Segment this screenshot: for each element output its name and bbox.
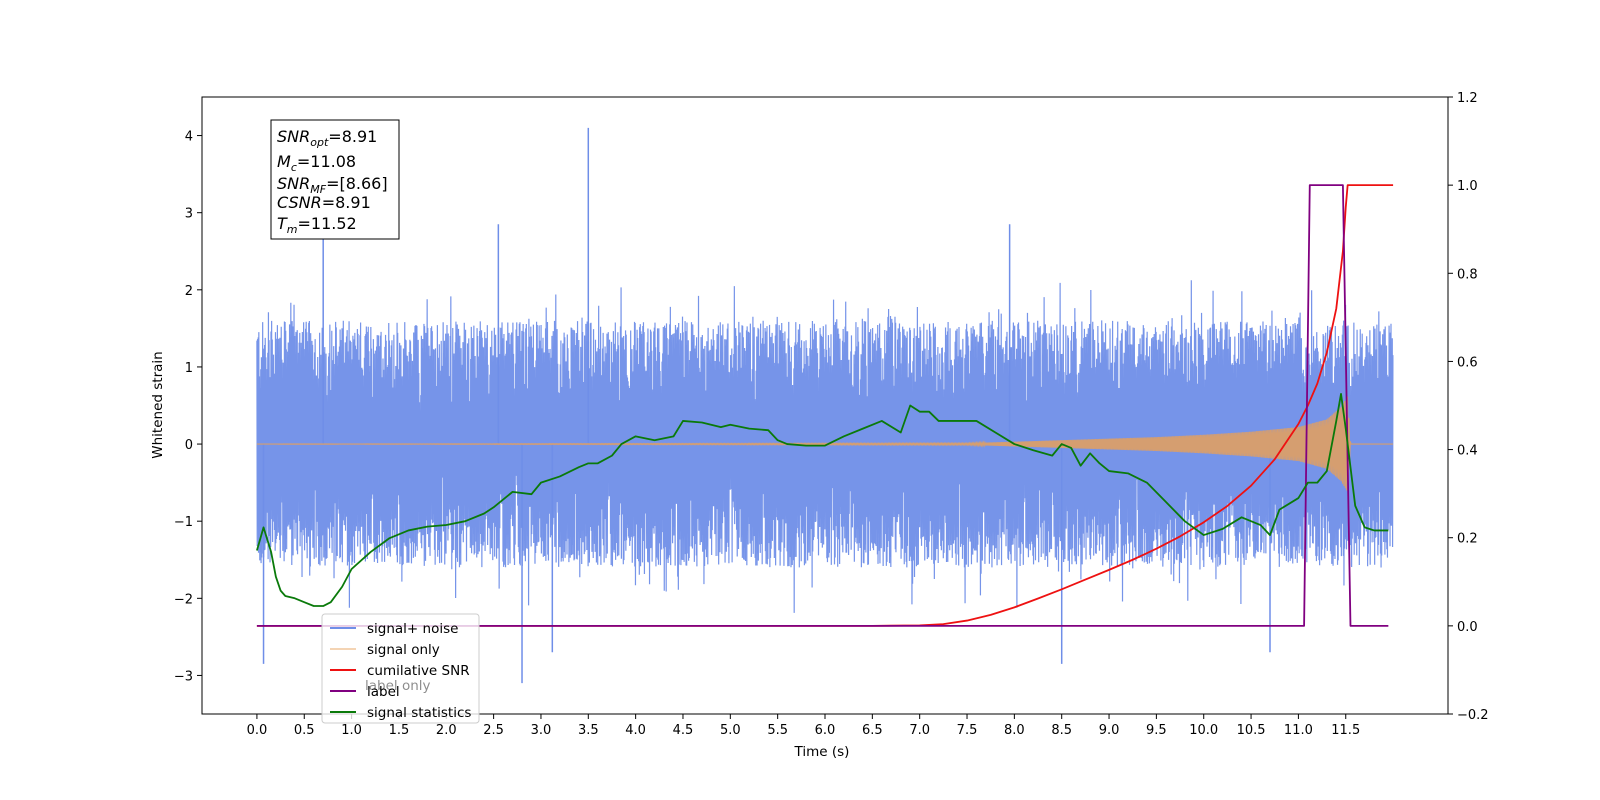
signal-statistics-line (256, 393, 1389, 607)
x-tick-label: 5.5 (767, 723, 788, 738)
x-tick-label: 8.5 (1051, 723, 1072, 738)
annotation-frame (270, 119, 400, 240)
y-left-tick-label: 1 (185, 361, 193, 376)
x-tick-label: 1.0 (341, 723, 362, 738)
y-left-tick-label: −2 (174, 592, 193, 607)
x-tick-label: 1.5 (389, 723, 410, 738)
legend-label-signal-noise: signal+ noise (367, 621, 458, 637)
legend-label-cumulative-snr: cumilative SNR (367, 663, 470, 679)
y-right-tick-label: 0.8 (1457, 267, 1478, 282)
y-right-tick-label: 0.4 (1457, 444, 1478, 459)
y-right-tick-label: 0.6 (1457, 355, 1478, 370)
y-right-tick-label: 1.2 (1457, 91, 1478, 106)
x-tick-label: 4.5 (673, 723, 694, 738)
label-line (256, 184, 1389, 627)
y-left-tick-label: −1 (174, 515, 193, 530)
x-tick-label: 2.0 (436, 723, 457, 738)
y-axis-right: −0.2 0.0 0.2 0.4 0.6 0.8 1.0 1.2 (1448, 91, 1489, 723)
annotation-mc: Mc=11.08 (277, 152, 356, 174)
x-tick-label: 10.5 (1237, 723, 1266, 738)
series-label (256, 184, 1389, 627)
x-tick-label: 5.0 (720, 723, 741, 738)
x-tick-label: 3.5 (578, 723, 599, 738)
x-tick-label: 7.5 (957, 723, 978, 738)
legend-label-label: label (367, 684, 400, 700)
annotation-csnr: CSNR=8.91 (277, 193, 371, 212)
annotation-tm: Tm=11.52 (277, 214, 357, 236)
x-tick-label: 11.5 (1331, 723, 1360, 738)
y-left-tick-label: 4 (185, 130, 193, 145)
y-right-tick-label: 0.0 (1457, 620, 1478, 635)
legend: label only signal+ noise signal only cumil… (321, 613, 480, 724)
x-axis-label: Time (s) (794, 744, 850, 760)
annotation-box: SNRopt=8.91 Mc=11.08 SNRMF=[8.66] CSNR=8… (270, 119, 400, 240)
x-tick-label: 6.5 (862, 723, 883, 738)
y-left-tick-label: 0 (185, 438, 193, 453)
x-tick-label: 6.0 (815, 723, 836, 738)
legend-label-signal-statistics: signal statistics (367, 705, 471, 721)
legend-hidden-text: label only (365, 678, 431, 694)
y-axis-label: Whitened strain (150, 351, 166, 458)
x-tick-label: 8.0 (1004, 723, 1025, 738)
x-tick-label: 10.0 (1189, 723, 1218, 738)
signal-only-trace (256, 396, 1394, 491)
x-tick-label: 4.0 (625, 723, 646, 738)
x-tick-label: 11.0 (1284, 723, 1313, 738)
y-left-tick-label: 3 (185, 207, 193, 222)
annotation-snr-mf: SNRMF=[8.66] (277, 174, 388, 196)
series-signal-only (256, 396, 1394, 491)
signal-noise-trace (256, 280, 1394, 613)
x-tick-label: 9.5 (1146, 723, 1167, 738)
x-tick-label: 2.5 (483, 723, 504, 738)
legend-frame (321, 613, 480, 724)
cumulative-snr-line (256, 184, 1394, 627)
series-cumulative-snr (256, 184, 1394, 627)
legend-label-signal-only: signal only (367, 642, 440, 658)
x-tick-label: 0.5 (294, 723, 315, 738)
x-tick-label: 0.0 (247, 723, 268, 738)
x-tick-label: 7.0 (909, 723, 930, 738)
y-left-tick-label: 2 (185, 284, 193, 299)
y-right-tick-label: −0.2 (1457, 708, 1489, 723)
y-left-tick-label: −3 (174, 669, 193, 684)
series-signal-statistics (256, 393, 1389, 607)
x-axis: 0.0 0.5 1.0 1.5 2.0 2.5 3.0 3.5 4.0 4.5 5.0 5.5 6.0 6… (247, 714, 1360, 738)
x-tick-label: 9.0 (1099, 723, 1120, 738)
series-signal-noise (256, 127, 1394, 684)
y-right-tick-label: 1.0 (1457, 179, 1478, 194)
x-tick-label: 3.0 (531, 723, 552, 738)
y-axis-left: −3 −2 −1 0 1 2 3 4 (174, 130, 202, 684)
y-right-tick-label: 0.2 (1457, 532, 1478, 547)
annotation-snr-opt: SNRopt=8.91 (277, 127, 377, 149)
